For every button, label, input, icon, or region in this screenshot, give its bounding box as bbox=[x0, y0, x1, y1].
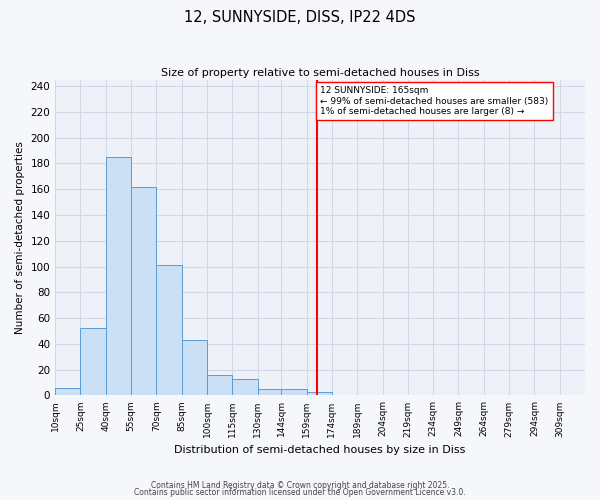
Bar bbox=[131, 186, 157, 396]
Text: 12, SUNNYSIDE, DISS, IP22 4DS: 12, SUNNYSIDE, DISS, IP22 4DS bbox=[184, 10, 416, 25]
X-axis label: Distribution of semi-detached houses by size in Diss: Distribution of semi-detached houses by … bbox=[175, 445, 466, 455]
Y-axis label: Number of semi-detached properties: Number of semi-detached properties bbox=[15, 141, 25, 334]
Text: 12 SUNNYSIDE: 165sqm
← 99% of semi-detached houses are smaller (583)
1% of semi-: 12 SUNNYSIDE: 165sqm ← 99% of semi-detac… bbox=[320, 86, 548, 116]
Bar bbox=[207, 375, 232, 396]
Bar bbox=[157, 266, 182, 396]
Bar bbox=[182, 340, 207, 396]
Bar bbox=[307, 392, 332, 396]
Bar bbox=[281, 389, 307, 396]
Title: Size of property relative to semi-detached houses in Diss: Size of property relative to semi-detach… bbox=[161, 68, 479, 78]
Text: Contains public sector information licensed under the Open Government Licence v3: Contains public sector information licen… bbox=[134, 488, 466, 497]
Bar bbox=[80, 328, 106, 396]
Bar bbox=[257, 389, 281, 396]
Bar bbox=[106, 157, 131, 396]
Bar bbox=[232, 378, 257, 396]
Text: Contains HM Land Registry data © Crown copyright and database right 2025.: Contains HM Land Registry data © Crown c… bbox=[151, 480, 449, 490]
Bar bbox=[55, 388, 80, 396]
